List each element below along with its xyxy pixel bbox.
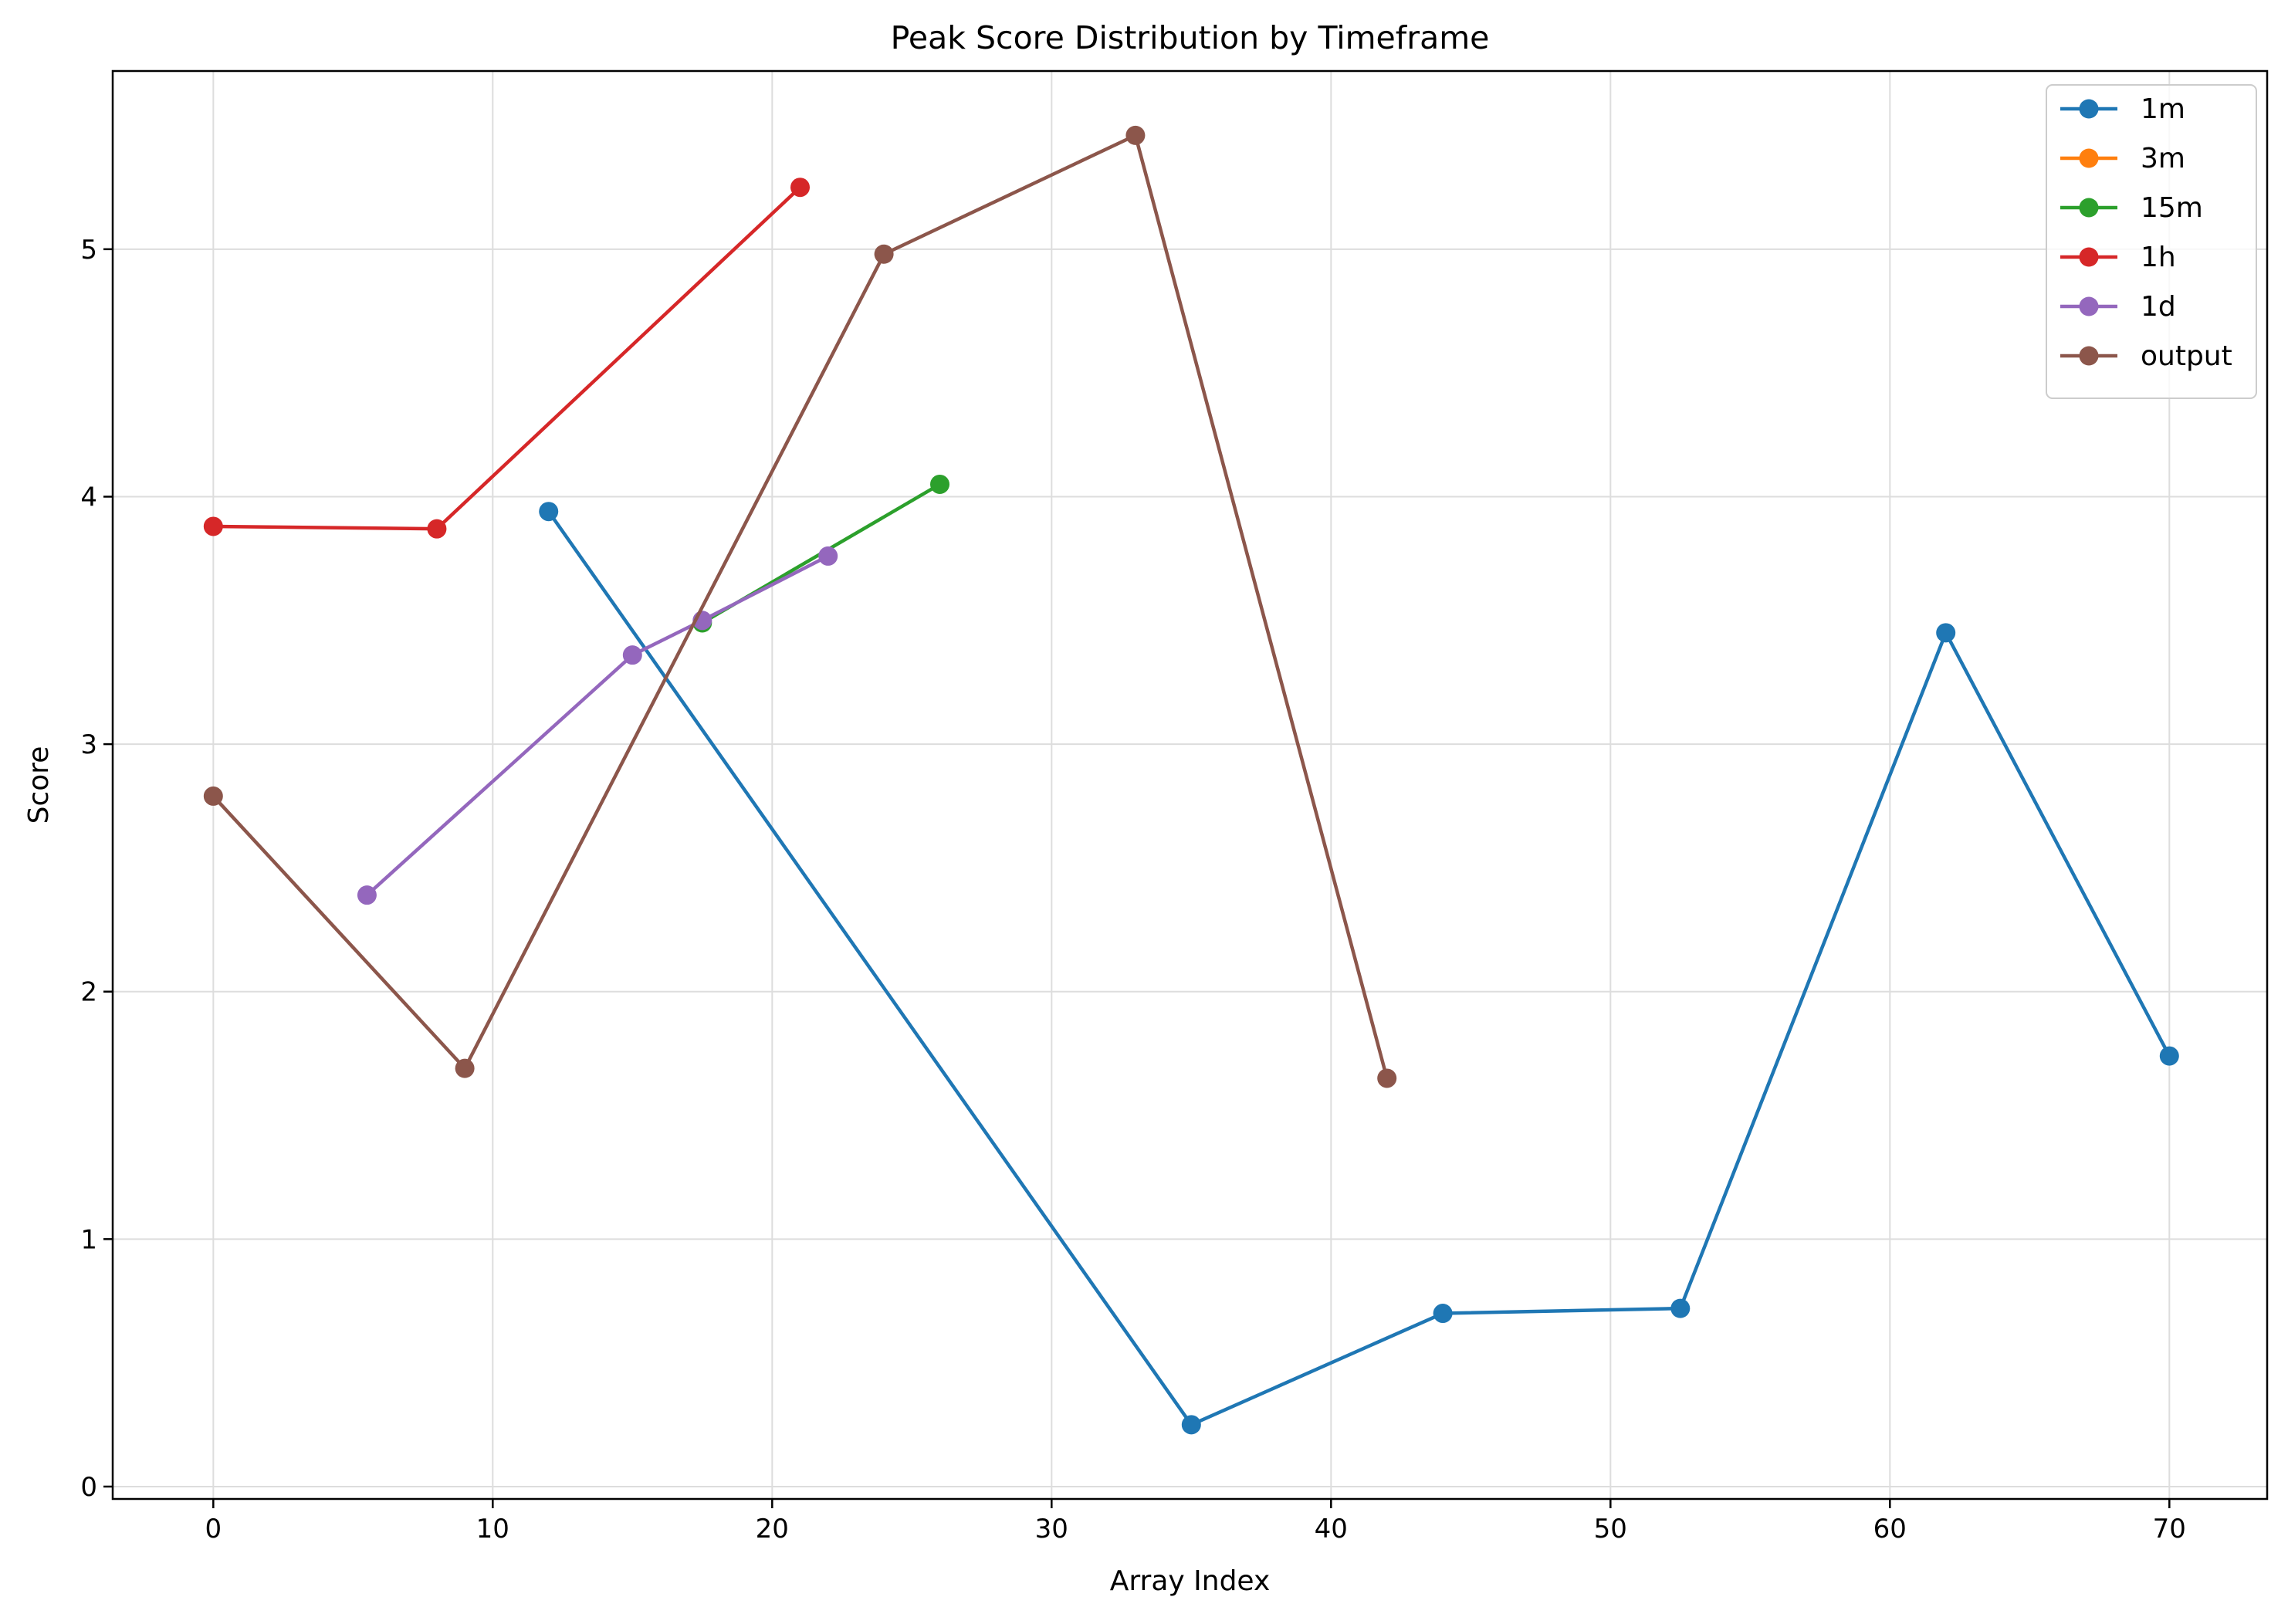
series-line-1d	[365, 554, 829, 897]
x-tick-label: 70	[2153, 1514, 2186, 1544]
x-tick-label: 40	[1315, 1514, 1348, 1544]
data-point-output	[203, 786, 223, 806]
data-point-1m	[2159, 1046, 2179, 1066]
legend-marker	[2079, 99, 2099, 119]
data-point-1m	[1181, 1415, 1201, 1435]
data-point-1h	[203, 516, 223, 536]
legend-entry: 1h	[2060, 242, 2176, 273]
plot-frame	[111, 69, 2269, 1501]
data-point-output	[874, 244, 894, 264]
data-point-1m	[1670, 1298, 1691, 1318]
legend-label: 1d	[2141, 291, 2176, 323]
y-tick-label: 5	[80, 235, 97, 266]
legend-marker	[2079, 296, 2099, 316]
x-tick-label: 0	[205, 1514, 222, 1544]
data-point-1m	[1936, 623, 1956, 643]
chart-title: Peak Score Distribution by Timeframe	[891, 19, 1490, 56]
legend-entry: 1d	[2060, 291, 2176, 323]
legend-marker	[2079, 346, 2099, 366]
legend: 1m 3m 15m 1h 1d output	[2046, 84, 2257, 399]
grid-lines	[113, 71, 2267, 1499]
legend-label: output	[2141, 340, 2232, 372]
x-tick-label: 20	[756, 1514, 789, 1544]
data-point-1m	[539, 502, 559, 522]
y-tick-label: 4	[80, 482, 97, 513]
x-tick-label: 50	[1594, 1514, 1627, 1544]
y-tick-label: 3	[80, 729, 97, 760]
data-point-15m	[930, 474, 950, 494]
legend-entry: 15m	[2060, 192, 2203, 224]
data-point-output	[1377, 1068, 1397, 1088]
data-point-output	[1125, 125, 1146, 145]
legend-entry: 3m	[2060, 143, 2185, 174]
data-point-1d	[818, 546, 838, 566]
series-1d	[357, 546, 838, 905]
y-tick-label: 2	[80, 977, 97, 1008]
series-1h	[203, 178, 811, 539]
x-tick-label: 60	[1873, 1514, 1907, 1544]
legend-box	[2046, 84, 2257, 399]
legend-marker	[2079, 198, 2099, 218]
legend-marker	[2079, 148, 2099, 168]
y-tick-label: 0	[80, 1472, 97, 1503]
legend-label: 15m	[2141, 192, 2203, 224]
x-tick-label: 10	[476, 1514, 509, 1544]
data-point-1h	[790, 178, 811, 198]
y-tick-label: 1	[80, 1224, 97, 1255]
data-point-1m	[1433, 1304, 1453, 1324]
data-point-1d	[622, 645, 642, 665]
data-point-1d	[357, 885, 377, 905]
legend-label: 1h	[2141, 242, 2176, 273]
series-1m	[539, 502, 2179, 1435]
y-axis-label: Score	[23, 746, 55, 824]
x-axis-label: Array Index	[1110, 1565, 1271, 1597]
legend-entry: 1m	[2060, 93, 2185, 125]
series-output	[203, 125, 1397, 1088]
legend-entry: output	[2060, 340, 2232, 372]
series-line-1m	[547, 510, 2171, 1427]
data-point-1h	[427, 519, 447, 539]
legend-label: 1m	[2141, 93, 2185, 125]
data-point-output	[455, 1058, 475, 1078]
axis-ticks: 0 10 20 30 40 50 60 70 0 1 2 3 4 5	[80, 235, 2186, 1544]
x-tick-label: 30	[1035, 1514, 1068, 1544]
legend-label: 3m	[2141, 143, 2185, 174]
legend-marker	[2079, 247, 2099, 267]
series-layer	[203, 125, 2179, 1435]
